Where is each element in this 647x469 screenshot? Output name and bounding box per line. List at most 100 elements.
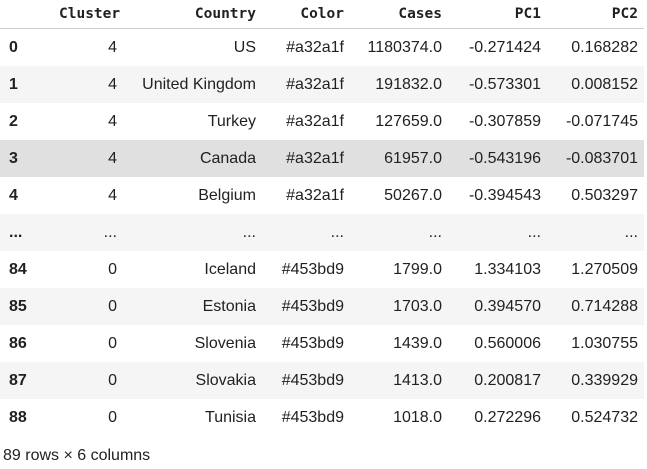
table-row: 2 4 Turkey #a32a1f 127659.0 -0.307859 -0.07174… bbox=[0, 103, 644, 140]
table-cell: 61957.0 bbox=[384, 149, 442, 167]
row-index: 87 bbox=[9, 371, 27, 389]
table-cell: -0.083701 bbox=[565, 149, 638, 167]
table-row: 0 4 US #a32a1f 1180374.0 -0.271424 0.168282 bbox=[0, 29, 644, 67]
table-cell: 4 bbox=[108, 38, 117, 56]
table-cell: 0 bbox=[108, 334, 117, 352]
table-cell: 0.560006 bbox=[474, 334, 541, 352]
table-cell: #a32a1f bbox=[286, 75, 344, 93]
table-cell: 1180374.0 bbox=[367, 38, 442, 56]
table-cell: Slovenia bbox=[194, 334, 256, 352]
table-cell: 0.503297 bbox=[571, 186, 638, 204]
column-header-country: Country bbox=[123, 0, 262, 29]
table-cell: 0.272296 bbox=[474, 408, 541, 426]
table-cell: 0.339929 bbox=[571, 371, 638, 389]
table-cell: 0.168282 bbox=[571, 38, 638, 56]
table-cell: #a32a1f bbox=[286, 149, 344, 167]
table-cell: 1703.0 bbox=[393, 297, 442, 315]
row-index: 4 bbox=[9, 186, 18, 204]
row-index: 85 bbox=[9, 297, 27, 315]
table-header: Cluster Country Color Cases PC1 PC2 bbox=[0, 0, 644, 29]
table-cell: -0.307859 bbox=[468, 112, 541, 130]
table-cell: 0 bbox=[108, 297, 117, 315]
column-header-cases: Cases bbox=[350, 0, 448, 29]
row-index: 3 bbox=[9, 149, 18, 167]
table-cell: #a32a1f bbox=[286, 112, 344, 130]
row-index: 84 bbox=[9, 260, 27, 278]
table-cell: Turkey bbox=[207, 112, 256, 130]
table-cell: US bbox=[233, 38, 256, 56]
table-cell: -0.543196 bbox=[468, 149, 541, 167]
table-cell: ... bbox=[103, 223, 117, 241]
table-row: 1 4 United Kingdom #a32a1f 191832.0 -0.573301… bbox=[0, 66, 644, 103]
column-header-pc1: PC1 bbox=[448, 0, 547, 29]
table-cell: 191832.0 bbox=[375, 75, 442, 93]
row-index: 88 bbox=[9, 408, 27, 426]
table-row: ..................... bbox=[0, 214, 644, 251]
table-cell: ... bbox=[330, 223, 344, 241]
table-cell: Slovakia bbox=[195, 371, 256, 389]
row-index: 2 bbox=[9, 112, 18, 130]
table-cell: 1.030755 bbox=[571, 334, 638, 352]
table-cell: ... bbox=[242, 223, 256, 241]
table-shape-footer: 89 rows × 6 columns bbox=[3, 447, 151, 464]
table-cell: 0 bbox=[108, 408, 117, 426]
table-cell: #453bd9 bbox=[281, 297, 344, 315]
table-cell: #453bd9 bbox=[281, 371, 344, 389]
table-cell: -0.394543 bbox=[468, 186, 541, 204]
column-header-color: Color bbox=[262, 0, 350, 29]
table-row: 86 0 Slovenia #453bd9 1439.0 0.560006 1.030755 bbox=[0, 325, 644, 362]
table-cell: Tunisia bbox=[205, 408, 256, 426]
table-cell: 127659.0 bbox=[375, 112, 442, 130]
column-header-pc2: PC2 bbox=[547, 0, 644, 29]
table-cell: #a32a1f bbox=[286, 186, 344, 204]
table-cell: #453bd9 bbox=[281, 334, 344, 352]
table-cell: 1.334103 bbox=[474, 260, 541, 278]
row-index: 0 bbox=[9, 38, 18, 56]
row-index: ... bbox=[9, 223, 23, 241]
table-cell: 1.270509 bbox=[571, 260, 638, 278]
table-cell: Belgium bbox=[198, 186, 256, 204]
table-cell: 1018.0 bbox=[393, 408, 442, 426]
table-cell: 0 bbox=[108, 371, 117, 389]
table-cell: #453bd9 bbox=[281, 260, 344, 278]
row-index: 1 bbox=[9, 75, 18, 93]
table-cell: 4 bbox=[108, 149, 117, 167]
table-cell: 0.200817 bbox=[474, 371, 541, 389]
table-cell: ... bbox=[624, 223, 638, 241]
table-cell: -0.271424 bbox=[468, 38, 541, 56]
table-cell: 50267.0 bbox=[384, 186, 442, 204]
table-row: 84 0 Iceland #453bd9 1799.0 1.334103 1.270509 bbox=[0, 251, 644, 288]
table-cell: 0.714288 bbox=[571, 297, 638, 315]
table-cell: 1799.0 bbox=[393, 260, 442, 278]
table-body: 0 4 US #a32a1f 1180374.0 -0.271424 0.168282 1 4 U… bbox=[0, 29, 644, 437]
table-cell: 4 bbox=[108, 75, 117, 93]
column-header-cluster: Cluster bbox=[59, 0, 123, 29]
table-cell: 0.394570 bbox=[474, 297, 541, 315]
table-cell: #453bd9 bbox=[281, 408, 344, 426]
table-row: 87 0 Slovakia #453bd9 1413.0 0.200817 0.339929 bbox=[0, 362, 644, 399]
table-row: 85 0 Estonia #453bd9 1703.0 0.394570 0.714288 bbox=[0, 288, 644, 325]
table-cell: -0.071745 bbox=[565, 112, 638, 130]
table-cell: #a32a1f bbox=[286, 38, 344, 56]
table-row: 3 4 Canada #a32a1f 61957.0 -0.543196 -0.083701 bbox=[0, 140, 644, 177]
table-cell: 4 bbox=[108, 112, 117, 130]
index-header bbox=[0, 0, 59, 29]
table-cell: 1439.0 bbox=[393, 334, 442, 352]
table-cell: 0.524732 bbox=[571, 408, 638, 426]
table-cell: 1413.0 bbox=[393, 371, 442, 389]
table-cell: Estonia bbox=[202, 297, 256, 315]
table-cell: 0 bbox=[108, 260, 117, 278]
table-cell: ... bbox=[428, 223, 442, 241]
table-cell: -0.573301 bbox=[468, 75, 541, 93]
table-row: 4 4 Belgium #a32a1f 50267.0 -0.394543 0.503297 bbox=[0, 177, 644, 214]
dataframe-table: Cluster Country Color Cases PC1 PC2 0 4 US #a32a… bbox=[0, 0, 644, 437]
row-index: 86 bbox=[9, 334, 27, 352]
table-row: 88 0 Tunisia #453bd9 1018.0 0.272296 0.524732 bbox=[0, 399, 644, 436]
table-cell: 0.008152 bbox=[571, 75, 638, 93]
table-cell: Canada bbox=[199, 149, 256, 167]
table-cell: Iceland bbox=[204, 260, 256, 278]
header-row: Cluster Country Color Cases PC1 PC2 bbox=[0, 0, 644, 29]
table-cell: 4 bbox=[108, 186, 117, 204]
table-cell: United Kingdom bbox=[142, 75, 256, 93]
